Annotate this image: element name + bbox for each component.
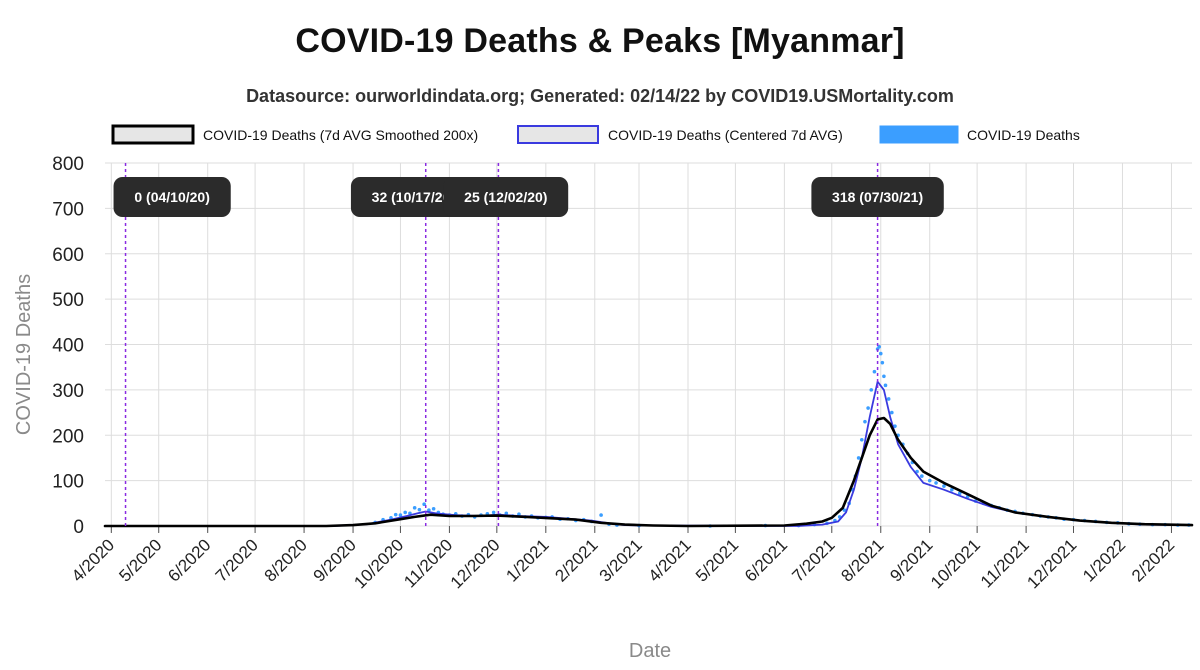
x-tick-label: 5/2021: [692, 535, 742, 585]
raw-point: [863, 419, 867, 424]
raw-point: [866, 406, 870, 410]
raw-point: [872, 369, 877, 374]
series-raw-deaths: [373, 344, 1191, 528]
x-tick-label: 2/2021: [551, 535, 601, 585]
raw-point: [491, 510, 496, 515]
raw-point: [599, 513, 603, 517]
peak-box: [113, 177, 231, 217]
peaks: 0 (04/10/20) 32 (10/17/20) 25 (12/02/20) 31…: [113, 163, 944, 526]
legend-swatch-centered: [517, 125, 599, 144]
raw-point: [883, 383, 888, 388]
x-tick-label: 8/2021: [837, 535, 887, 585]
raw-point: [412, 506, 417, 510]
raw-point: [859, 437, 864, 442]
x-axis: 4/20205/20206/20207/20208/20209/202010/2…: [68, 526, 1178, 592]
chart-subtitle: Datasource: ourworldindata.org; Generate…: [246, 86, 954, 106]
y-tick-label: 100: [52, 472, 84, 493]
x-tick-label: 3/2021: [596, 535, 646, 585]
x-tick-label: 10/2020: [350, 535, 407, 592]
raw-point: [856, 456, 861, 460]
raw-point: [934, 481, 938, 485]
series-centered-7d-avg: [104, 380, 1193, 527]
raw-point: [398, 513, 403, 517]
y-tick-label: 200: [52, 426, 84, 447]
y-tick-label: 500: [52, 290, 84, 311]
x-tick-label: 1/2022: [1079, 535, 1129, 585]
raw-point: [431, 506, 436, 511]
y-tick-label: 0: [73, 517, 84, 538]
y-tick-label: 600: [52, 245, 84, 266]
y-tick-label: 800: [52, 154, 84, 175]
x-tick-label: 11/2020: [400, 535, 456, 591]
x-tick-label: 1/2021: [502, 535, 552, 585]
raw-point: [880, 360, 885, 365]
raw-point: [842, 508, 847, 512]
raw-point: [882, 374, 886, 379]
smoothed-line: [103, 416, 1194, 528]
x-axis-label: Date: [629, 640, 671, 662]
raw-point: [920, 474, 924, 478]
peak-box: [443, 177, 569, 217]
y-tick-label: 700: [52, 199, 84, 220]
chart-title: COVID-19 Deaths & Peaks [Myanmar]: [295, 22, 905, 60]
raw-point: [417, 507, 422, 512]
x-tick-label: 2/2022: [1128, 535, 1178, 585]
legend-label-smoothed: COVID-19 Deaths (7d AVG Smoothed 200x): [203, 127, 478, 143]
x-tick-label: 7/2020: [212, 535, 262, 585]
x-tick-label: 10/2021: [927, 535, 984, 592]
y-axis-label: COVID-19 Deaths: [13, 274, 35, 435]
x-tick-label: 5/2020: [115, 535, 165, 585]
x-tick-label: 12/2020: [447, 535, 504, 592]
raw-point: [504, 511, 509, 516]
x-tick-label: 8/2020: [261, 535, 311, 585]
x-tick-label: 12/2021: [1023, 535, 1080, 592]
raw-point: [893, 424, 897, 428]
raw-point: [890, 410, 894, 415]
grid: [105, 162, 1192, 532]
x-tick-label: 11/2021: [977, 535, 1033, 591]
raw-point: [927, 478, 932, 483]
legend-swatch-raw: [879, 125, 959, 144]
raw-point: [393, 512, 398, 517]
raw-point: [942, 484, 946, 488]
legend: COVID-19 Deaths (7d AVG Smoothed 200x) CO…: [111, 124, 1080, 145]
series-smoothed-7d-avg: [103, 416, 1194, 528]
raw-point: [869, 388, 874, 392]
peak-label: 32 (10/17/20): [372, 189, 455, 205]
legend-swatch-smoothed: [111, 124, 195, 145]
raw-point: [950, 487, 954, 492]
y-tick-label: 400: [52, 336, 84, 357]
peak-label: 25 (12/02/20): [464, 189, 547, 205]
y-axis: 0 100 200 300 400 500 600 700 800: [52, 154, 84, 538]
peak-label: 318 (07/30/21): [832, 189, 923, 205]
centered-line: [104, 380, 1193, 527]
raw-point: [403, 510, 407, 515]
x-tick-label: 4/2021: [645, 535, 695, 585]
x-tick-label: 6/2021: [741, 535, 791, 585]
peak-box: [811, 177, 944, 217]
raw-point: [957, 491, 962, 496]
legend-label-raw: COVID-19 Deaths: [967, 127, 1080, 143]
raw-point: [878, 351, 883, 356]
x-tick-label: 4/2020: [68, 535, 118, 585]
legend-label-centered: COVID-19 Deaths (Centered 7d AVG): [608, 127, 843, 143]
x-tick-label: 7/2021: [788, 535, 838, 585]
peak-label: 0 (04/10/20): [134, 189, 210, 205]
y-tick-label: 300: [52, 381, 84, 402]
x-tick-label: 6/2020: [164, 535, 214, 585]
raw-point: [886, 397, 891, 401]
